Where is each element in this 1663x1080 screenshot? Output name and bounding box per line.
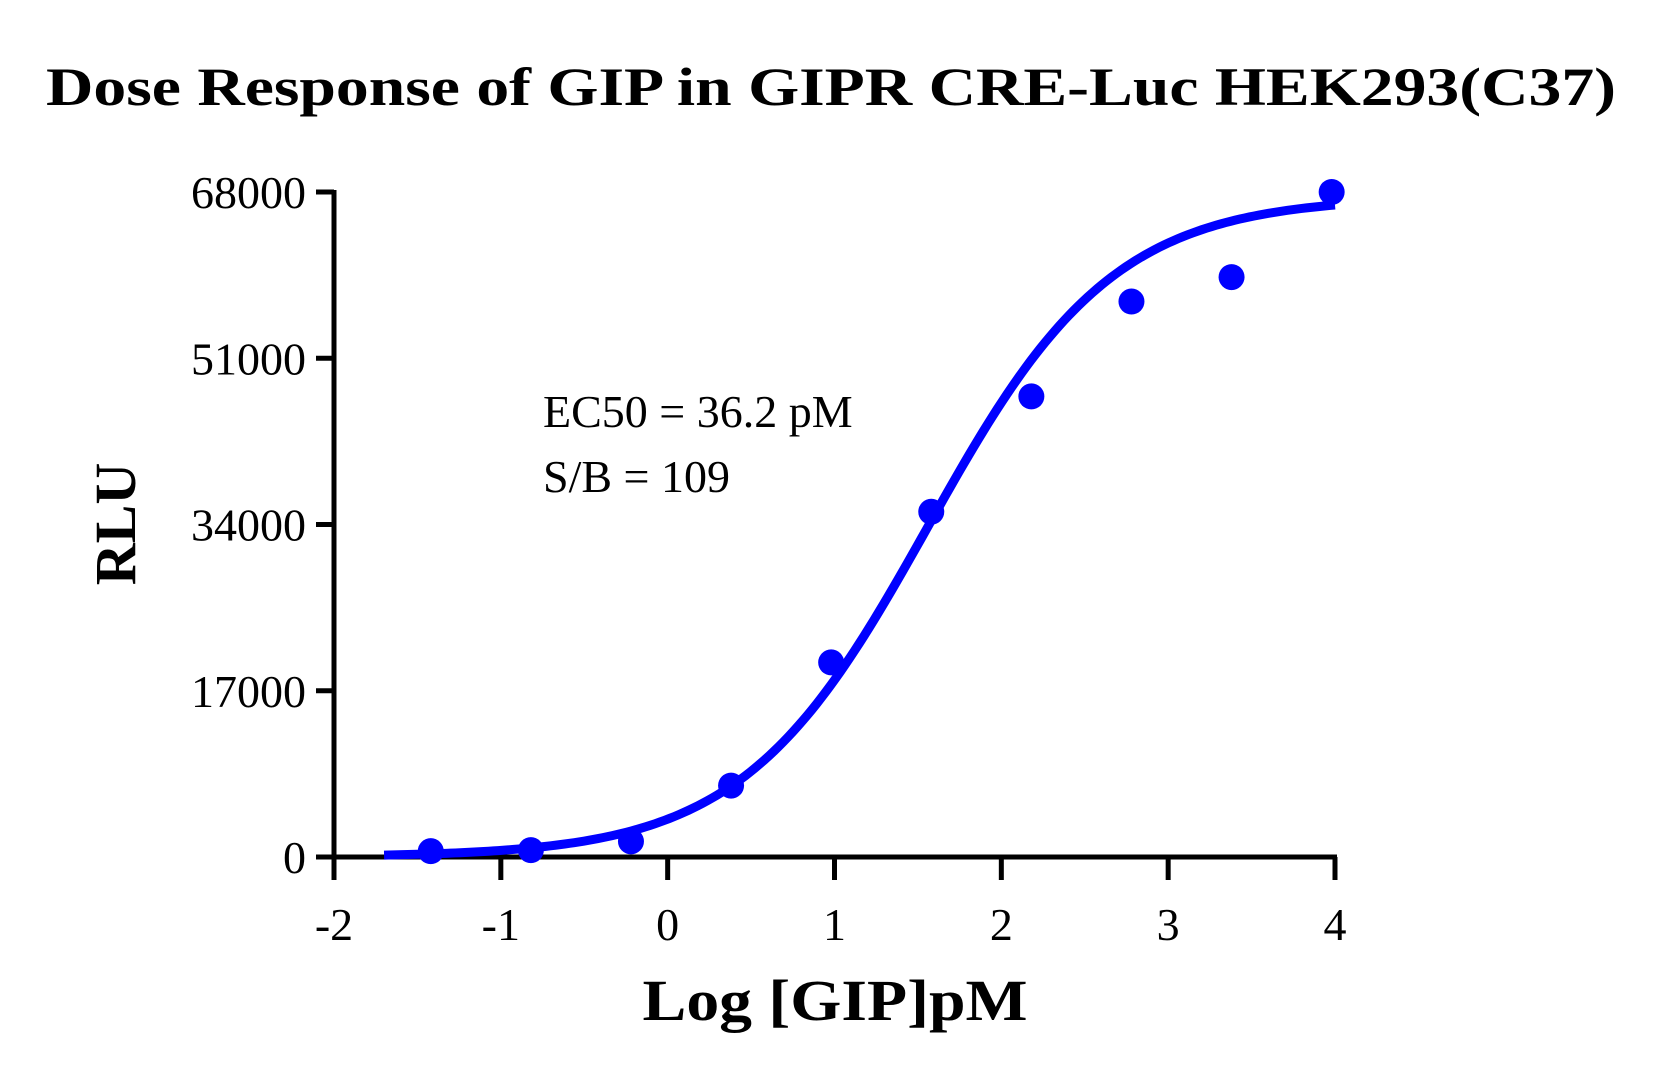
x-tick-label: -1 bbox=[482, 899, 520, 950]
y-axis-ticks: 0 17000 34000 51000 68000 bbox=[191, 167, 334, 883]
data-point bbox=[1218, 264, 1245, 291]
y-tick-label: 51000 bbox=[191, 333, 306, 384]
data-point bbox=[617, 828, 644, 855]
x-tick-label: -2 bbox=[315, 899, 353, 950]
data-point bbox=[1018, 383, 1045, 410]
data-point bbox=[517, 837, 544, 864]
ec50-annotation: EC50 = 36.2 pM bbox=[543, 386, 853, 437]
data-point bbox=[918, 498, 945, 525]
data-point bbox=[417, 838, 444, 865]
annotation-box: EC50 = 36.2 pM S/B = 109 bbox=[543, 386, 853, 502]
x-tick-label: 4 bbox=[1324, 899, 1347, 950]
x-tick-label: 0 bbox=[656, 899, 679, 950]
signal-background-annotation: S/B = 109 bbox=[543, 451, 730, 502]
y-axis-title: RLU bbox=[83, 463, 148, 585]
y-tick-label: 34000 bbox=[191, 500, 306, 551]
x-axis: -2 -1 0 1 2 3 4 bbox=[315, 854, 1347, 950]
x-tick-label: 3 bbox=[1157, 899, 1180, 950]
chart-title: Dose Response of GIP in GIPR CRE-Luc HEK… bbox=[46, 57, 1616, 117]
data-point bbox=[1318, 179, 1345, 205]
x-tick-label: 2 bbox=[990, 899, 1013, 950]
data-point bbox=[718, 772, 745, 799]
data-point bbox=[1118, 288, 1145, 315]
x-axis-title: Log [GIP]pM bbox=[643, 968, 1028, 1033]
y-tick-label: 17000 bbox=[191, 666, 306, 717]
x-tick-label: 1 bbox=[823, 899, 846, 950]
y-tick-label: 68000 bbox=[191, 167, 306, 218]
data-points bbox=[417, 179, 1345, 865]
fit-curve bbox=[383, 200, 1336, 860]
x-axis-ticks: -2 -1 0 1 2 3 4 bbox=[315, 857, 1347, 950]
y-axis: 0 17000 34000 51000 68000 bbox=[191, 167, 337, 883]
y-tick-label: 0 bbox=[283, 832, 306, 883]
data-point bbox=[818, 649, 845, 676]
